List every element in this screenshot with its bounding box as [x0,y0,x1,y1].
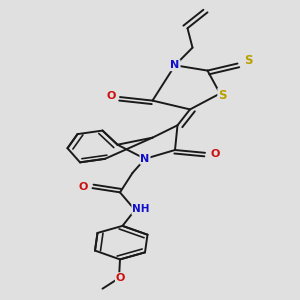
Text: N: N [170,60,180,70]
Text: O: O [116,273,125,283]
Text: O: O [79,182,88,192]
Text: S: S [218,89,227,102]
Text: NH: NH [132,204,150,214]
Text: O: O [106,91,116,101]
Text: O: O [210,148,220,158]
Text: S: S [244,54,253,67]
Text: N: N [140,154,150,164]
